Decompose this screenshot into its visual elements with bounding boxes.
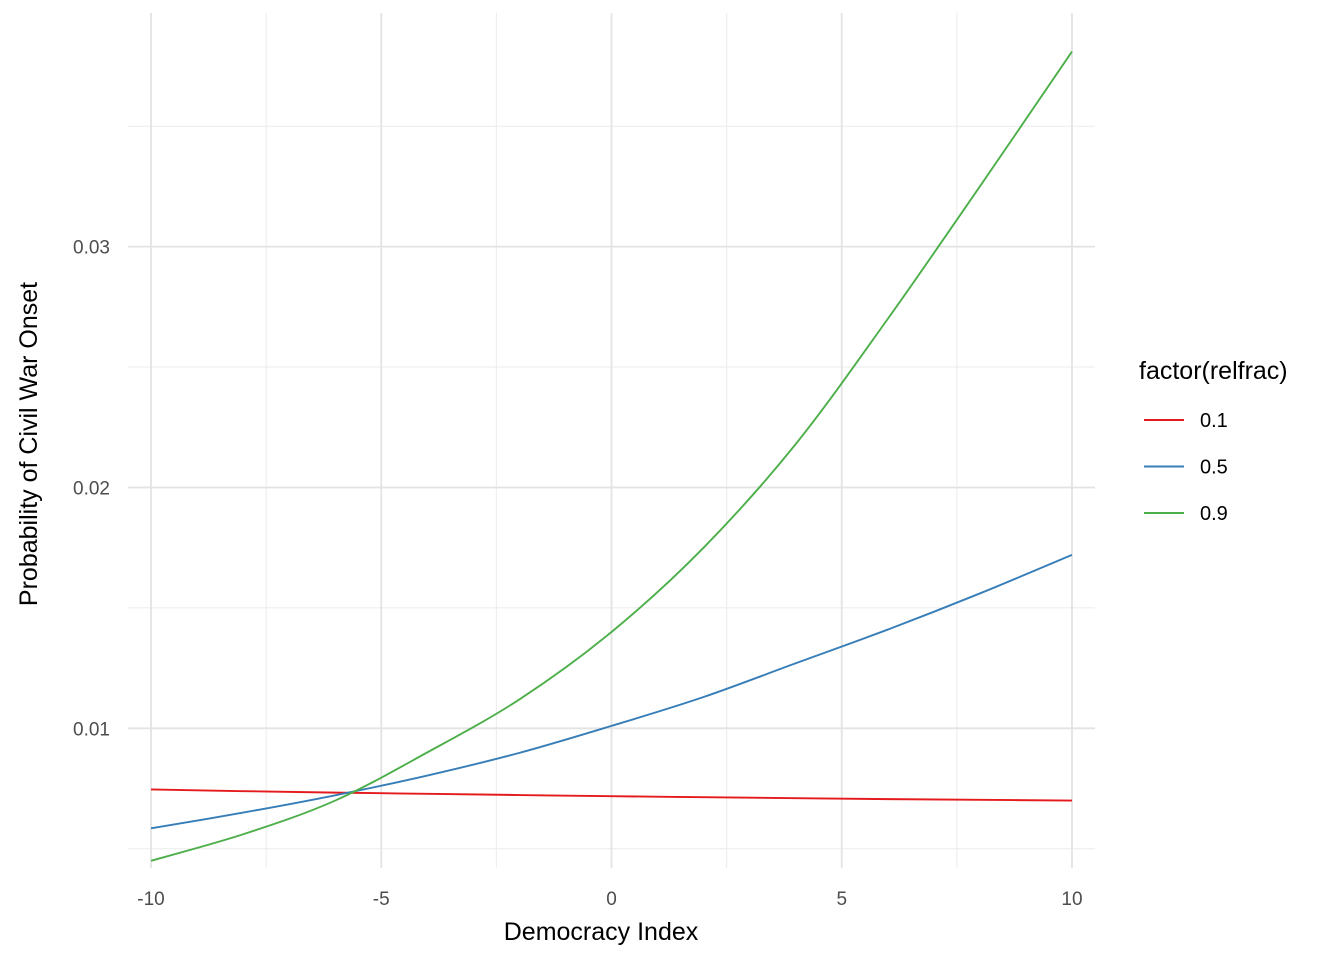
x-axis-title: Democracy Index (504, 918, 699, 946)
x-tick-label: 0 (606, 889, 617, 910)
x-tick-label: 5 (836, 889, 847, 910)
legend-item: 0.1 (1144, 410, 1228, 432)
x-tick-label: 10 (1061, 889, 1082, 910)
legend-label: 0.1 (1200, 410, 1228, 432)
y-tick-label: 0.03 (73, 238, 110, 259)
x-axis-tick-labels: -10 -5 0 5 10 (137, 889, 1082, 910)
series-line-0-5 (150, 554, 1073, 830)
legend-items: 0.1 0.5 0.9 (1144, 410, 1228, 525)
major-gridlines (128, 13, 1095, 868)
legend-label: 0.5 (1200, 457, 1228, 479)
x-tick-label: -10 (137, 889, 164, 910)
legend-label: 0.9 (1200, 503, 1228, 525)
x-tick-label: -5 (373, 889, 390, 910)
series-line-0-1 (151, 788, 1072, 802)
legend: factor(relfrac) 0.1 0.5 0.9 (1139, 357, 1288, 525)
series-lines (150, 51, 1073, 862)
legend-item: 0.9 (1144, 503, 1228, 525)
legend-title: factor(relfrac) (1139, 357, 1288, 385)
y-tick-label: 0.01 (73, 719, 110, 740)
legend-item: 0.5 (1144, 457, 1228, 479)
y-axis-tick-labels: 0.01 0.02 0.03 (73, 238, 110, 741)
y-axis-title: Probability of Civil War Onset (15, 282, 43, 606)
y-tick-label: 0.02 (73, 478, 110, 499)
series-line-0-9 (150, 51, 1073, 862)
